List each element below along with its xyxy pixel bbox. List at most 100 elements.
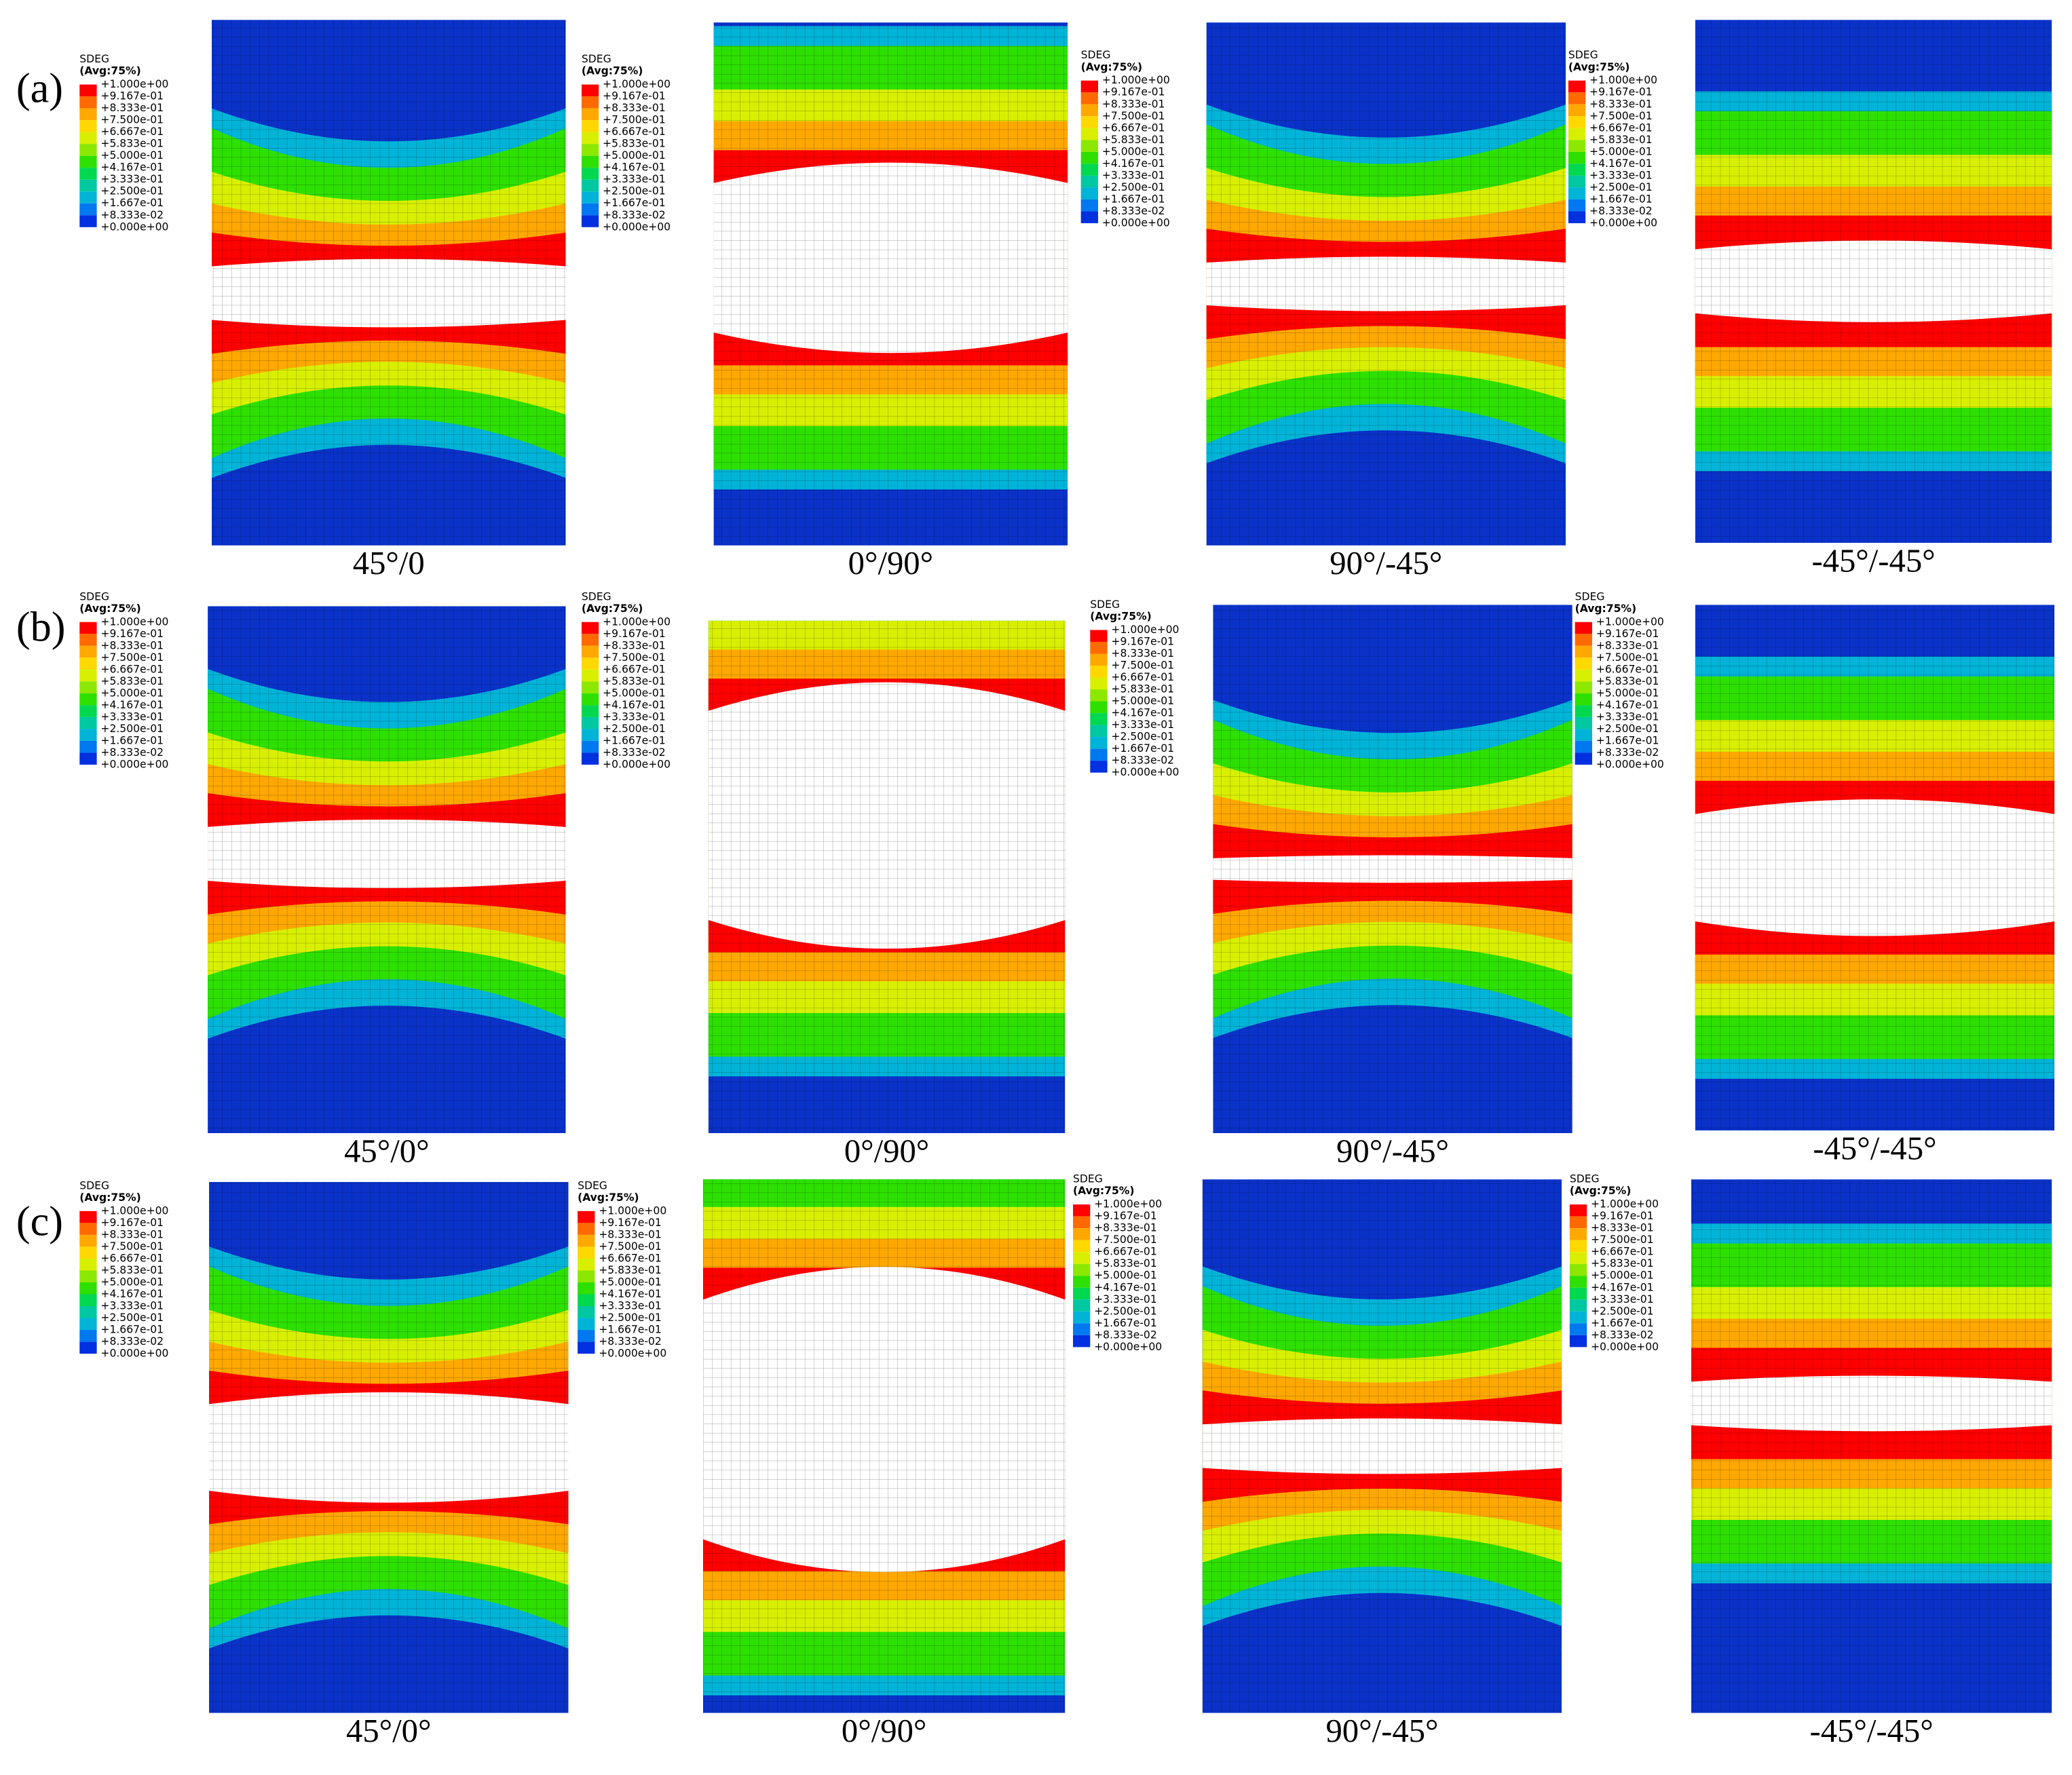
- legend-swatch: [1569, 1204, 1587, 1217]
- legend-swatch: [1090, 713, 1108, 725]
- legend-swatch: [1090, 689, 1108, 702]
- legend-swatch: [79, 1330, 97, 1342]
- legend-label: +6.667e-01: [100, 126, 164, 138]
- legend-label: +6.667e-01: [1102, 121, 1165, 134]
- legend-swatch: [1568, 92, 1586, 104]
- legend-swatch: [79, 1258, 97, 1271]
- legend-swatch: [79, 96, 97, 109]
- legend-label: +4.167e-01: [1589, 157, 1653, 170]
- mesh: [1202, 1179, 1562, 1713]
- legend-label: +1.000e+00: [603, 615, 671, 628]
- legend-swatch: [578, 1246, 595, 1259]
- legend-label: +1.667e-01: [100, 197, 164, 209]
- legend-label: +9.167e-01: [100, 628, 164, 640]
- legend-label: +4.167e-01: [1102, 157, 1165, 170]
- legend-title: SDEG: [578, 1179, 607, 1191]
- legend-swatch: [1568, 175, 1586, 188]
- legend-swatch: [1568, 151, 1586, 164]
- legend-swatch: [1080, 116, 1098, 128]
- legend-swatch: [581, 645, 599, 658]
- legend-swatch: [1073, 1311, 1091, 1324]
- legend-label: +3.333e-01: [100, 710, 164, 723]
- legend-swatch: [1073, 1299, 1091, 1312]
- legend-swatch: [581, 144, 599, 156]
- panel-caption: 45°/0°: [344, 1132, 429, 1169]
- legend-swatch: [1575, 669, 1592, 682]
- mesh: [703, 1179, 1066, 1713]
- legend-label: +5.833e-01: [1589, 134, 1653, 146]
- legend-swatch: [79, 155, 97, 168]
- legend-swatch: [1569, 1311, 1587, 1324]
- legend-label: +4.167e-01: [100, 1288, 164, 1300]
- contour-plot: [708, 620, 1066, 1134]
- legend-label: +1.000e+00: [100, 78, 168, 90]
- legend-label: +1.000e+00: [599, 1204, 666, 1217]
- legend-label: +8.333e-01: [1591, 1222, 1654, 1234]
- legend-label: +5.833e-01: [603, 138, 666, 150]
- legend-label: +9.167e-01: [1591, 1210, 1654, 1222]
- legend-label: +6.667e-01: [599, 1252, 662, 1264]
- legend-swatch: [1080, 164, 1098, 176]
- legend-swatch: [581, 669, 599, 682]
- legend-swatch: [1569, 1240, 1587, 1253]
- legend-title: SDEG: [582, 590, 611, 603]
- legend-swatch: [581, 693, 599, 706]
- legend-swatch: [1073, 1276, 1091, 1288]
- legend-swatch: [79, 120, 97, 132]
- legend-label: +8.333e-01: [1094, 1222, 1157, 1234]
- legend-label: +8.333e-02: [603, 209, 666, 221]
- legend-label: +8.333e-01: [603, 102, 666, 114]
- legend-label: +7.500e-01: [1589, 110, 1653, 122]
- legend-label: +7.500e-01: [603, 651, 666, 664]
- legend-swatch: [79, 717, 97, 729]
- legend-label: +1.000e+00: [1094, 1198, 1162, 1210]
- legend-swatch: [1090, 677, 1108, 690]
- legend-label: +1.000e+00: [1111, 624, 1179, 636]
- legend-label: +9.167e-01: [603, 628, 666, 640]
- panel-caption: 90°/-45°: [1325, 1713, 1438, 1749]
- legend-label: +1.667e-01: [603, 734, 666, 746]
- legend-swatch: [1073, 1216, 1091, 1229]
- legend-label: +3.333e-01: [1102, 169, 1165, 181]
- legend-title: SDEG: [1575, 590, 1605, 603]
- legend-label: +8.333e-01: [599, 1228, 662, 1240]
- panel-caption: 0°/90°: [842, 1713, 926, 1749]
- legend-swatch: [79, 740, 97, 753]
- legend-swatch: [581, 657, 599, 670]
- legend-label: +0.000e+00: [1111, 766, 1179, 778]
- legend-swatch: [79, 132, 97, 145]
- legend-label: +3.333e-01: [603, 173, 666, 185]
- legend-label: +0.000e+00: [1596, 758, 1664, 770]
- legend-label: +7.500e-01: [1102, 110, 1165, 122]
- legend-label: +0.000e+00: [1591, 1341, 1659, 1353]
- legend-label: +1.000e+00: [1589, 74, 1657, 86]
- legend-label: +8.333e-01: [100, 102, 164, 114]
- legend-swatch: [581, 729, 599, 741]
- legend-swatch: [581, 622, 599, 634]
- legend-label: +5.833e-01: [1094, 1257, 1157, 1270]
- legend-label: +1.667e-01: [599, 1324, 662, 1336]
- legend-swatch: [578, 1210, 595, 1223]
- legend-swatch: [1568, 104, 1586, 117]
- legend-swatch: [1569, 1252, 1587, 1264]
- legend-swatch: [79, 1341, 97, 1354]
- legend-label: +6.667e-01: [603, 663, 666, 675]
- panel-caption: 90°/-45°: [1336, 1132, 1449, 1169]
- legend-swatch: [79, 215, 97, 227]
- legend-swatch: [1073, 1252, 1091, 1264]
- legend-label: +7.500e-01: [603, 114, 666, 126]
- legend-label: +7.500e-01: [1596, 651, 1659, 664]
- legend-swatch: [581, 752, 599, 765]
- legend-label: +8.333e-01: [603, 639, 666, 651]
- legend-label: +1.000e+00: [603, 78, 671, 90]
- legend-label: +9.167e-01: [1102, 86, 1165, 98]
- legend-label: +9.167e-01: [1589, 86, 1653, 98]
- legend-swatch: [581, 120, 599, 132]
- contour-plot: [211, 20, 566, 546]
- legend-swatch: [578, 1294, 595, 1307]
- legend-label: +9.167e-01: [1596, 628, 1659, 640]
- contour-plot: [208, 606, 566, 1134]
- legend-label: +3.333e-01: [1591, 1293, 1654, 1305]
- legend-swatch: [1575, 681, 1592, 693]
- legend-label: +5.000e-01: [1596, 687, 1659, 699]
